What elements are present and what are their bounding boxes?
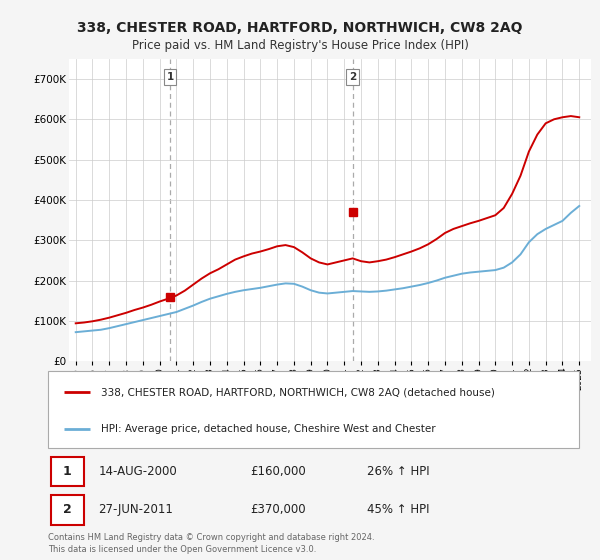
Text: 2: 2	[349, 72, 356, 82]
Text: 26% ↑ HPI: 26% ↑ HPI	[367, 465, 429, 478]
Text: 338, CHESTER ROAD, HARTFORD, NORTHWICH, CW8 2AQ (detached house): 338, CHESTER ROAD, HARTFORD, NORTHWICH, …	[101, 388, 495, 398]
Text: £160,000: £160,000	[250, 465, 305, 478]
Text: Contains HM Land Registry data © Crown copyright and database right 2024.
This d: Contains HM Land Registry data © Crown c…	[48, 533, 374, 554]
FancyBboxPatch shape	[50, 495, 83, 525]
Text: 27-JUN-2011: 27-JUN-2011	[98, 503, 173, 516]
Text: 14-AUG-2000: 14-AUG-2000	[98, 465, 177, 478]
FancyBboxPatch shape	[50, 456, 83, 486]
Text: 338, CHESTER ROAD, HARTFORD, NORTHWICH, CW8 2AQ: 338, CHESTER ROAD, HARTFORD, NORTHWICH, …	[77, 21, 523, 35]
Text: 1: 1	[63, 465, 71, 478]
FancyBboxPatch shape	[48, 371, 579, 448]
Text: 45% ↑ HPI: 45% ↑ HPI	[367, 503, 429, 516]
Text: Price paid vs. HM Land Registry's House Price Index (HPI): Price paid vs. HM Land Registry's House …	[131, 39, 469, 52]
Text: HPI: Average price, detached house, Cheshire West and Chester: HPI: Average price, detached house, Ches…	[101, 424, 436, 433]
Text: 2: 2	[63, 503, 71, 516]
Text: 1: 1	[167, 72, 174, 82]
Text: £370,000: £370,000	[250, 503, 305, 516]
